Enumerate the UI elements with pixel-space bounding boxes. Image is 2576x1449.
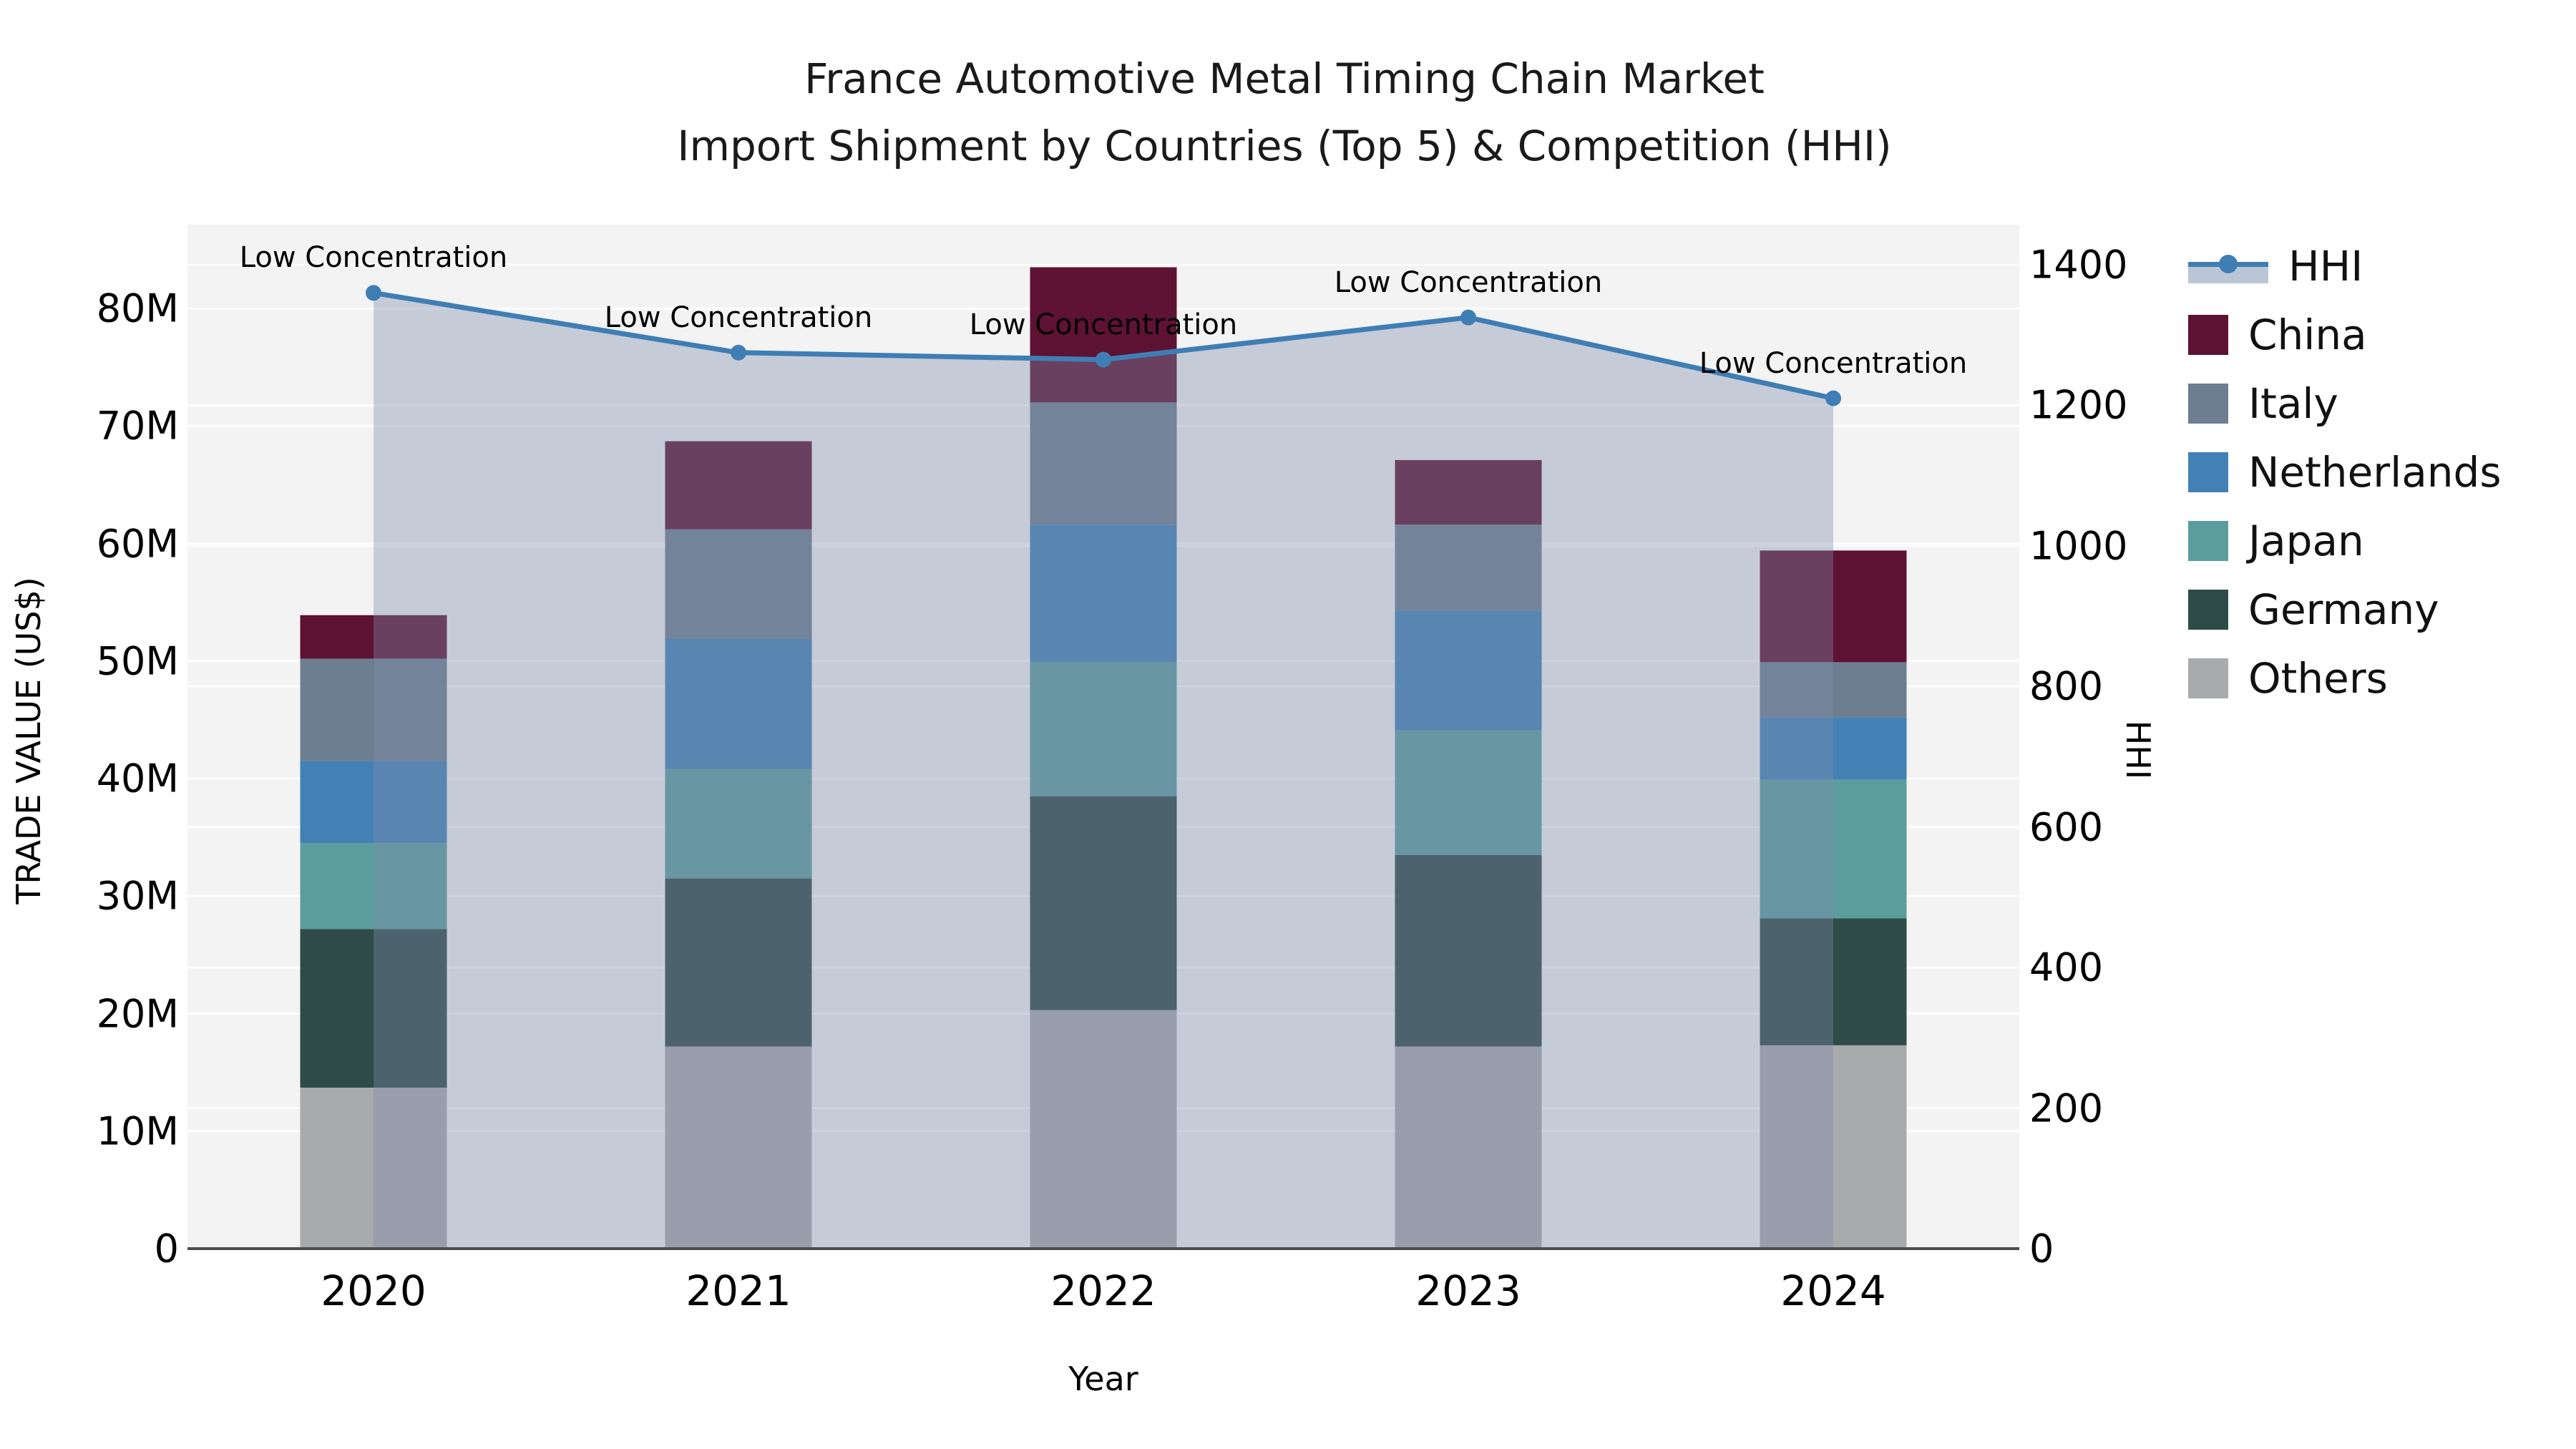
y-left-tick: 30M [96,873,179,919]
bar-segment-japan [300,843,447,930]
chart-subtitle: Import Shipment by Countries (Top 5) & C… [677,122,1892,170]
hhi-marker-dot [2219,255,2238,273]
bar-segment-china [1030,267,1177,403]
y-right-tick: 1000 [2029,523,2128,569]
hhi-marker [366,285,381,301]
legend-swatch-others [2188,658,2228,698]
legend-swatch-netherlands [2188,452,2228,492]
hhi-marker [1096,351,1111,368]
legend-item-japan: Japan [2188,512,2364,570]
legend-item-italy: Italy [2188,375,2338,432]
annotation-low-concentration: Low Concentration [239,241,508,275]
bar-segment-others [665,1046,812,1249]
legend-item-germany: Germany [2188,581,2439,638]
x-tick-year: 2024 [1780,1267,1886,1315]
y-axis-label-left: TRADE VALUE (US$) [9,577,48,904]
hhi-area-fill [374,293,1833,1249]
bar-segment-others [1030,1010,1177,1249]
legend-swatch-japan [2188,521,2228,561]
legend-swatch-china [2188,315,2228,355]
legend-item-netherlands: Netherlands [2188,444,2502,501]
y-left-tick: 40M [96,756,179,801]
y-right-tick: 400 [2029,945,2104,990]
bar-segment-japan [1395,730,1542,855]
bar-segment-china [1760,550,1907,663]
hhi-marker [731,344,746,361]
legend-swatch-germany [2188,590,2228,630]
legend-label: Others [2248,654,2388,703]
legend-item-china: China [2188,306,2367,364]
bar-segment-germany [1030,796,1177,1010]
bar-segment-japan [1760,779,1907,919]
y-left-tick: 80M [96,286,179,331]
bar-segment-italy [1030,402,1177,525]
annotation-low-concentration: Low Concentration [1699,346,1968,380]
x-tick-year: 2021 [686,1267,791,1315]
bar-segment-germany [665,878,812,1047]
legend-label: HHI [2288,242,2363,291]
bar-segment-germany [1760,918,1907,1045]
bar-segment-china [1395,459,1542,525]
legend-label: Italy [2248,379,2338,428]
bar-segment-netherlands [1760,717,1907,780]
bar-segment-others [1760,1045,1907,1249]
x-axis-label: Year [1068,1360,1138,1398]
annotation-low-concentration: Low Concentration [1334,265,1603,299]
legend-label: China [2248,311,2367,359]
bar-segment-italy [300,658,447,761]
bar-segment-others [1395,1046,1542,1249]
bar-segment-italy [665,529,812,639]
bar-segment-netherlands [1030,525,1177,663]
legend-label: Germany [2248,585,2439,634]
bar-segment-china [300,615,447,659]
bar-segment-netherlands [665,638,812,769]
chart-title: France Automotive Metal Timing Chain Mar… [804,54,1765,103]
bar-segment-china [665,441,812,530]
hhi-marker [1460,309,1476,326]
y-left-tick: 10M [96,1108,179,1154]
x-tick-year: 2020 [321,1267,426,1315]
bar-segment-netherlands [300,761,447,844]
bar-segment-italy [1760,662,1907,718]
y-right-tick: 600 [2029,804,2104,850]
hhi-line-swatch [2188,245,2268,288]
y-left-tick: 50M [96,638,179,684]
y-right-tick: 200 [2029,1085,2104,1131]
legend-label: Netherlands [2248,448,2502,497]
annotation-low-concentration: Low Concentration [969,308,1238,341]
legend-item-others: Others [2188,650,2388,707]
y-left-tick: 20M [96,991,179,1036]
bar-segment-italy [1395,525,1542,611]
y-left-tick: 60M [96,521,179,566]
legend-swatch-italy [2188,384,2228,424]
hhi-marker [1825,390,1841,406]
bar-segment-netherlands [1395,610,1542,731]
bar-segment-japan [1030,662,1177,796]
legend-label: Japan [2248,517,2364,565]
bar-segment-japan [665,769,812,879]
legend-item-hhi: HHI [2188,238,2363,295]
bar-segment-others [300,1087,447,1249]
bar-segment-germany [300,929,447,1088]
y-right-tick: 800 [2029,663,2104,709]
y-right-tick: 1400 [2029,242,2128,288]
y-left-tick: 0 [154,1226,179,1272]
x-tick-year: 2023 [1415,1267,1521,1315]
x-tick-year: 2022 [1050,1267,1156,1315]
y-right-tick: 0 [2029,1226,2054,1272]
y-left-tick: 70M [96,403,179,449]
y-axis-label-right: HHI [2119,720,2157,780]
y-right-tick: 1200 [2029,382,2128,428]
annotation-low-concentration: Low Concentration [604,301,873,334]
bar-segment-germany [1395,854,1542,1047]
